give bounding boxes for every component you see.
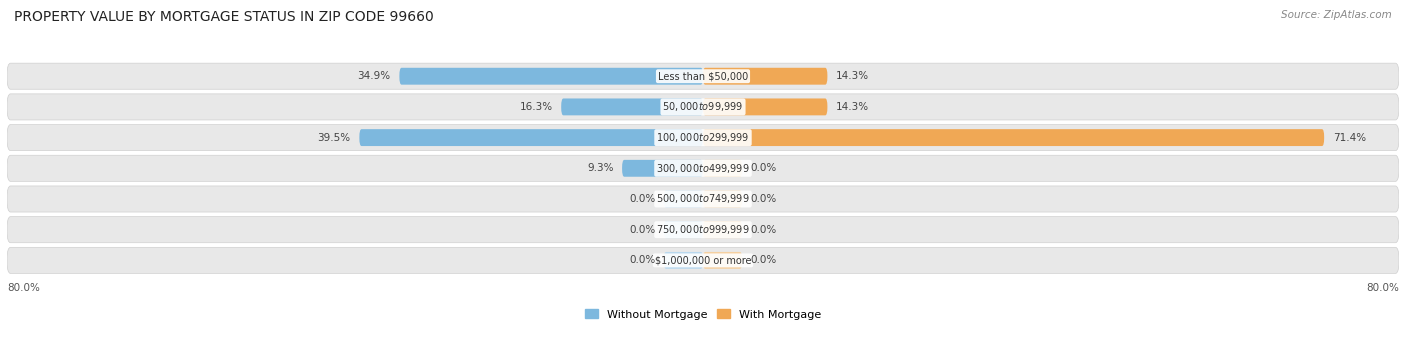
FancyBboxPatch shape	[399, 68, 703, 85]
FancyBboxPatch shape	[7, 247, 1399, 273]
Text: $500,000 to $749,999: $500,000 to $749,999	[657, 192, 749, 205]
FancyBboxPatch shape	[7, 155, 1399, 181]
Text: 9.3%: 9.3%	[586, 163, 613, 173]
Text: 34.9%: 34.9%	[357, 71, 391, 81]
FancyBboxPatch shape	[7, 63, 1399, 89]
FancyBboxPatch shape	[664, 252, 703, 269]
FancyBboxPatch shape	[7, 94, 1399, 120]
FancyBboxPatch shape	[703, 190, 742, 207]
Text: PROPERTY VALUE BY MORTGAGE STATUS IN ZIP CODE 99660: PROPERTY VALUE BY MORTGAGE STATUS IN ZIP…	[14, 10, 434, 24]
Text: $100,000 to $299,999: $100,000 to $299,999	[657, 131, 749, 144]
FancyBboxPatch shape	[703, 160, 742, 177]
FancyBboxPatch shape	[703, 99, 827, 115]
Text: 16.3%: 16.3%	[519, 102, 553, 112]
FancyBboxPatch shape	[703, 68, 827, 85]
Text: 0.0%: 0.0%	[751, 163, 778, 173]
Text: 0.0%: 0.0%	[628, 255, 655, 266]
FancyBboxPatch shape	[703, 221, 742, 238]
Text: 80.0%: 80.0%	[1367, 284, 1399, 293]
Text: 80.0%: 80.0%	[7, 284, 39, 293]
Text: 0.0%: 0.0%	[751, 255, 778, 266]
FancyBboxPatch shape	[664, 190, 703, 207]
Text: 39.5%: 39.5%	[318, 133, 350, 142]
Text: 0.0%: 0.0%	[751, 225, 778, 235]
Text: $300,000 to $499,999: $300,000 to $499,999	[657, 162, 749, 175]
Text: 71.4%: 71.4%	[1333, 133, 1367, 142]
Text: $750,000 to $999,999: $750,000 to $999,999	[657, 223, 749, 236]
FancyBboxPatch shape	[664, 221, 703, 238]
FancyBboxPatch shape	[7, 186, 1399, 212]
Text: $50,000 to $99,999: $50,000 to $99,999	[662, 100, 744, 114]
FancyBboxPatch shape	[7, 124, 1399, 151]
Text: 0.0%: 0.0%	[628, 194, 655, 204]
Text: $1,000,000 or more: $1,000,000 or more	[655, 255, 751, 266]
FancyBboxPatch shape	[7, 217, 1399, 243]
Text: 14.3%: 14.3%	[837, 71, 869, 81]
FancyBboxPatch shape	[621, 160, 703, 177]
FancyBboxPatch shape	[703, 129, 1324, 146]
Text: 14.3%: 14.3%	[837, 102, 869, 112]
FancyBboxPatch shape	[703, 252, 742, 269]
Legend: Without Mortgage, With Mortgage: Without Mortgage, With Mortgage	[582, 307, 824, 322]
FancyBboxPatch shape	[561, 99, 703, 115]
Text: Source: ZipAtlas.com: Source: ZipAtlas.com	[1281, 10, 1392, 20]
Text: 0.0%: 0.0%	[628, 225, 655, 235]
Text: Less than $50,000: Less than $50,000	[658, 71, 748, 81]
Text: 0.0%: 0.0%	[751, 194, 778, 204]
FancyBboxPatch shape	[360, 129, 703, 146]
